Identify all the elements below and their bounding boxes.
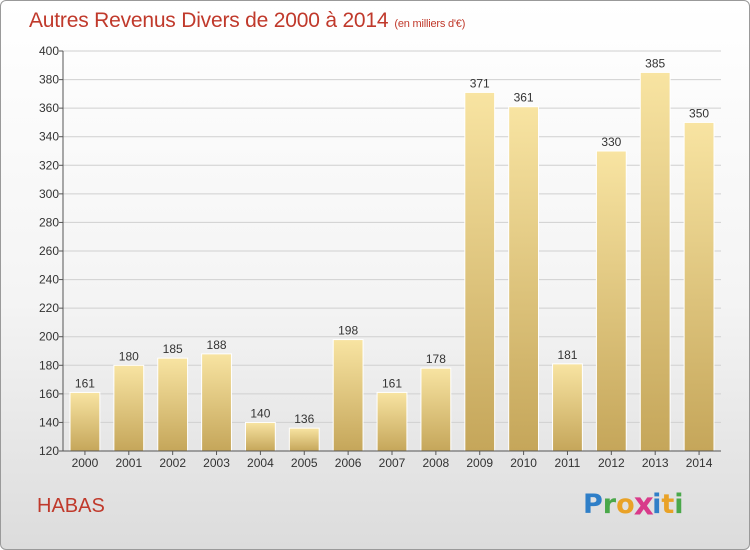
bar-2009 — [464, 91, 496, 452]
bar-2008 — [420, 367, 452, 452]
y-tick-label: 200 — [39, 330, 59, 344]
bar-value-label: 198 — [338, 324, 358, 338]
bar-value-label: 181 — [557, 348, 577, 362]
y-tick-label: 160 — [39, 387, 59, 401]
x-tick-label: 2002 — [159, 456, 186, 470]
chart-title: Autres Revenus Divers de 2000 à 2014 (en … — [29, 9, 465, 33]
bar-value-label: 140 — [250, 406, 270, 420]
bar-value-label: 188 — [207, 338, 227, 352]
x-tick-label: 2012 — [598, 456, 625, 470]
bar-2004 — [244, 421, 276, 452]
x-tick-label: 2013 — [642, 456, 669, 470]
bar-2000 — [69, 391, 101, 452]
logo-letter: i — [674, 489, 684, 520]
y-tick-label: 140 — [39, 415, 59, 429]
bar-2001 — [113, 364, 145, 452]
y-tick-label: 400 — [39, 44, 59, 58]
axis-layer: 120 140 160 180 200 220 240 260 280 300 320 340 360 3… — [39, 44, 721, 470]
location-label: HABAS — [37, 495, 105, 517]
bar-value-label: 385 — [645, 56, 665, 70]
bar-value-label: 178 — [426, 352, 446, 366]
logo-letter: t — [661, 489, 675, 520]
logo-letter: i — [652, 489, 662, 520]
x-tick-label: 2007 — [379, 456, 406, 470]
bar-value-label: 136 — [294, 412, 314, 426]
proxiti-logo: Proxiti — [583, 486, 684, 523]
x-tick-label: 2011 — [555, 456, 581, 470]
logo-letter: P — [583, 489, 603, 520]
x-tick-label: 2005 — [291, 456, 318, 470]
y-tick-label: 220 — [39, 301, 59, 315]
bar-value-label: 161 — [75, 376, 95, 390]
y-tick-label: 380 — [39, 73, 59, 87]
y-tick-label: 260 — [39, 244, 59, 258]
bar-value-label: 185 — [163, 342, 183, 356]
bar-2012 — [595, 150, 627, 452]
bar-2011 — [552, 363, 583, 452]
y-tick-label: 240 — [39, 273, 59, 287]
bar-2005 — [288, 427, 320, 452]
chart-title-text: Autres Revenus Divers de 2000 à 2014 — [29, 9, 389, 32]
bar-2010 — [508, 106, 540, 452]
y-tick-label: 300 — [39, 187, 59, 201]
x-tick-label: 2010 — [510, 456, 537, 470]
chart-subtitle: (en milliers d'€) — [394, 18, 466, 30]
x-tick-label: 2014 — [686, 456, 713, 470]
logo-letter: x — [633, 486, 654, 523]
y-tick-label: 320 — [39, 158, 59, 172]
bars-layer — [69, 71, 715, 452]
logo-letter: o — [616, 489, 635, 520]
y-tick-label: 360 — [39, 101, 59, 115]
bar-2013 — [639, 71, 671, 452]
bar-2003 — [201, 353, 232, 452]
bar-value-label: 330 — [601, 135, 621, 149]
bar-chart: 161 180 185 188 140 136 198 161 178 371 361 181 330 3… — [39, 44, 721, 470]
bar-value-label: 350 — [689, 106, 709, 120]
x-tick-label: 2004 — [247, 456, 274, 470]
y-tick-label: 280 — [39, 215, 59, 229]
y-tick-label: 120 — [39, 444, 59, 458]
labels-layer: 161 180 185 188 140 136 198 161 178 371 361 181 330 3… — [75, 56, 709, 426]
x-tick-label: 2006 — [335, 456, 362, 470]
x-tick-label: 2009 — [466, 456, 493, 470]
bar-value-label: 371 — [470, 76, 490, 90]
bar-value-label: 361 — [514, 91, 534, 105]
y-tick-label: 340 — [39, 130, 59, 144]
bar-2007 — [376, 391, 408, 452]
x-tick-label: 2003 — [203, 456, 230, 470]
x-tick-label: 2008 — [423, 456, 450, 470]
bar-2006 — [332, 339, 364, 452]
bar-value-label: 161 — [382, 376, 402, 390]
x-tick-label: 2000 — [72, 456, 99, 470]
x-tick-label: 2001 — [115, 456, 142, 470]
logo-letter: r — [602, 489, 617, 520]
bar-2014 — [683, 121, 715, 452]
y-tick-label: 180 — [39, 358, 59, 372]
bar-value-label: 180 — [119, 349, 139, 363]
bar-2002 — [157, 357, 189, 452]
